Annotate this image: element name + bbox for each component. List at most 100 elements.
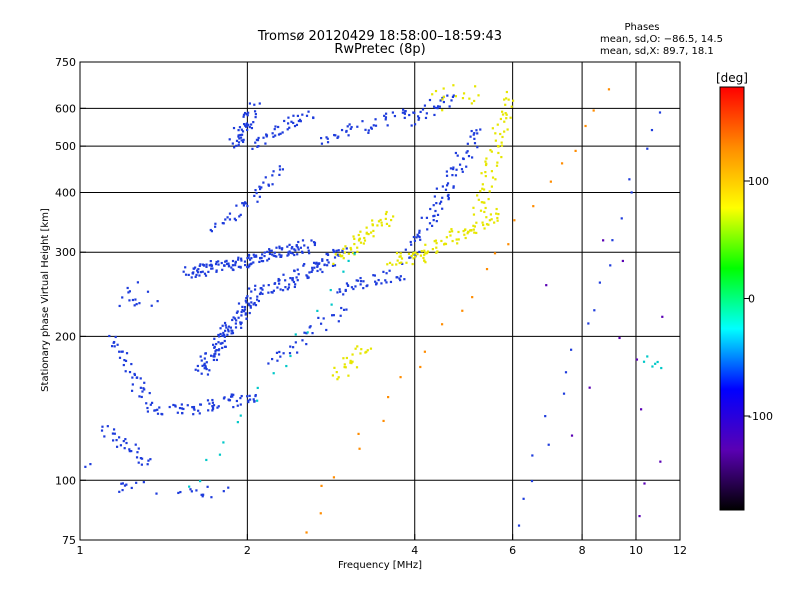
data-point <box>195 489 198 492</box>
data-point <box>124 438 127 441</box>
data-point <box>125 483 128 486</box>
data-point <box>271 357 274 361</box>
data-point <box>178 406 182 410</box>
data-point <box>199 263 202 266</box>
data-point <box>496 216 499 220</box>
data-point <box>279 355 282 358</box>
data-point <box>278 253 281 256</box>
data-point <box>244 312 248 315</box>
data-point <box>244 202 248 205</box>
data-point <box>339 290 342 293</box>
data-point <box>217 333 220 337</box>
data-point <box>628 178 631 181</box>
data-point <box>223 335 226 338</box>
data-point <box>194 368 197 371</box>
data-point <box>299 120 302 123</box>
data-point <box>228 399 232 402</box>
data-point <box>119 444 123 447</box>
data-point <box>193 408 196 411</box>
data-point <box>156 300 159 303</box>
data-point <box>210 496 213 499</box>
data-point <box>257 299 260 303</box>
data-point <box>384 112 388 115</box>
data-point <box>455 168 458 171</box>
data-point <box>247 266 250 269</box>
data-point <box>130 449 133 453</box>
data-point <box>244 299 247 302</box>
data-point <box>128 299 131 302</box>
data-point <box>305 274 308 277</box>
data-point <box>246 128 249 132</box>
data-point <box>234 219 237 222</box>
data-point <box>351 360 354 363</box>
data-point <box>242 140 245 144</box>
data-point <box>237 134 240 137</box>
data-point <box>386 124 389 127</box>
data-point <box>289 354 292 358</box>
data-point <box>505 117 508 120</box>
data-point <box>227 486 230 489</box>
data-point <box>336 378 339 381</box>
data-point <box>472 206 475 209</box>
data-point <box>316 264 319 267</box>
data-point <box>332 314 335 317</box>
data-point <box>325 136 328 139</box>
data-point <box>345 356 348 360</box>
data-point <box>234 322 237 325</box>
data-point <box>326 259 329 262</box>
data-point <box>214 225 217 228</box>
data-point <box>499 117 502 121</box>
data-point <box>337 253 340 256</box>
data-point <box>388 261 392 265</box>
data-point <box>420 250 423 253</box>
data-point <box>253 301 256 305</box>
colorbar-tick-label: 100 <box>748 175 769 188</box>
data-point <box>230 395 233 398</box>
data-point <box>570 434 574 437</box>
data-point <box>292 121 295 125</box>
data-point <box>270 291 273 294</box>
x-tick-label: 2 <box>244 544 251 557</box>
data-point <box>237 316 240 319</box>
data-point <box>191 272 195 275</box>
data-point <box>192 267 195 270</box>
data-point <box>131 383 134 386</box>
data-point <box>256 399 259 402</box>
data-point <box>344 288 347 292</box>
data-point <box>286 254 289 257</box>
data-point <box>253 288 257 291</box>
data-point <box>266 250 269 253</box>
data-point <box>113 432 116 435</box>
data-point <box>149 403 152 406</box>
data-point <box>124 370 127 373</box>
data-point <box>350 126 353 129</box>
data-point <box>433 195 436 198</box>
data-point <box>440 323 444 326</box>
data-point <box>261 292 264 295</box>
data-point <box>278 165 281 168</box>
data-point <box>234 326 238 329</box>
data-point <box>277 277 280 281</box>
data-point <box>221 268 224 271</box>
data-point <box>217 263 220 266</box>
data-point <box>358 237 362 240</box>
data-point <box>252 253 255 256</box>
data-point <box>146 463 149 466</box>
data-point <box>481 221 484 224</box>
data-point <box>475 231 478 235</box>
data-point <box>231 331 235 335</box>
data-point <box>435 202 438 205</box>
data-point <box>483 210 486 214</box>
data-point <box>398 261 401 265</box>
data-point <box>240 310 243 314</box>
data-point <box>365 350 368 353</box>
data-point <box>395 263 398 266</box>
data-point <box>358 447 361 450</box>
grid-lines <box>80 62 680 540</box>
data-point <box>187 273 190 277</box>
data-point <box>342 247 345 250</box>
data-point <box>198 264 201 267</box>
data-point <box>253 110 257 113</box>
data-point <box>219 332 222 336</box>
data-point <box>283 119 286 123</box>
